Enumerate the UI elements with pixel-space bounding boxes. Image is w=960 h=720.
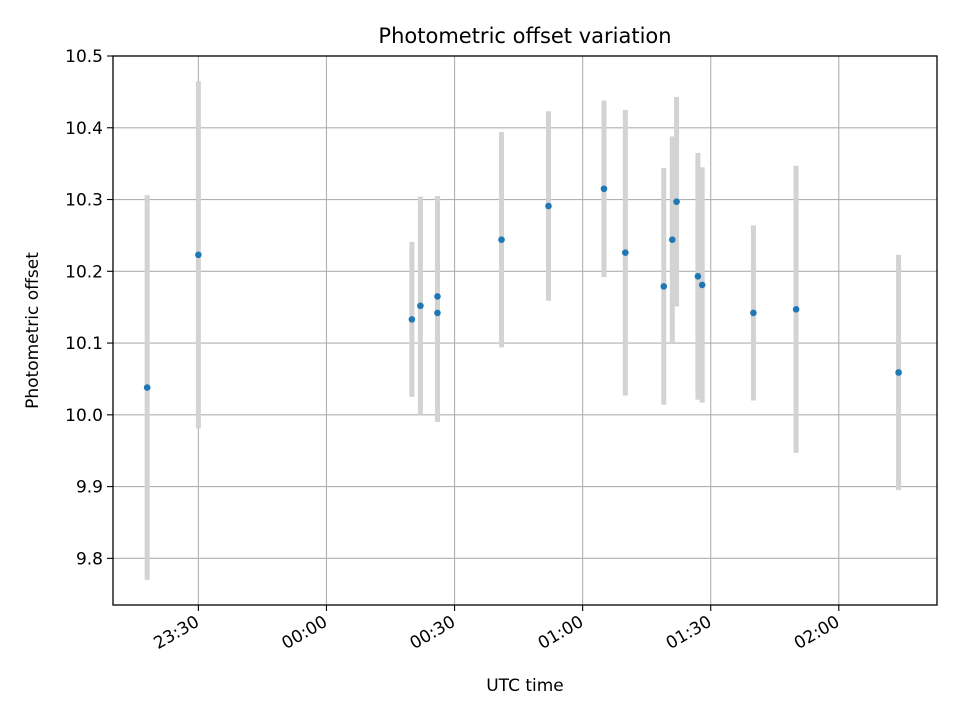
y-tick-label: 9.9 xyxy=(76,478,103,498)
data-point xyxy=(143,384,151,391)
x-tick-label: 00:30 xyxy=(407,612,459,654)
data-point xyxy=(408,316,416,323)
x-tick-label: 01:30 xyxy=(663,612,715,654)
y-axis-label: Photometric offset xyxy=(23,252,43,409)
data-point xyxy=(668,236,676,244)
data-point xyxy=(545,202,552,210)
data-point xyxy=(600,185,608,193)
y-tick-label: 10.2 xyxy=(65,262,103,282)
y-tick-label: 10.0 xyxy=(65,406,103,426)
data-point xyxy=(434,293,441,300)
data-point xyxy=(694,273,702,280)
x-tick-label: 00:00 xyxy=(279,612,331,654)
y-tick-label: 10.4 xyxy=(65,119,103,139)
grid xyxy=(113,55,937,605)
data-point xyxy=(750,309,757,317)
data-point xyxy=(660,283,668,290)
y-tick-label: 10.5 xyxy=(65,47,103,67)
data-point xyxy=(698,281,706,289)
x-axis-label: UTC time xyxy=(486,676,564,696)
data-point xyxy=(895,369,902,376)
data-point xyxy=(417,302,424,310)
data-point xyxy=(498,236,505,244)
data-point xyxy=(622,249,629,256)
plot-frame xyxy=(112,55,938,606)
data-point xyxy=(434,309,441,317)
data-point xyxy=(792,306,800,313)
y-tick-label: 10.1 xyxy=(65,334,103,354)
data-point xyxy=(673,198,680,205)
data-point xyxy=(195,251,202,259)
chart-title: Photometric offset variation xyxy=(378,24,671,48)
error-bars xyxy=(144,81,902,580)
x-tick-label: 02:00 xyxy=(791,612,843,654)
data-points xyxy=(143,185,902,391)
y-tick-label: 10.3 xyxy=(65,191,103,211)
x-tick-label: 23:30 xyxy=(150,612,202,654)
x-tick-label: 01:00 xyxy=(535,612,587,654)
y-tick-label: 9.8 xyxy=(76,549,103,569)
